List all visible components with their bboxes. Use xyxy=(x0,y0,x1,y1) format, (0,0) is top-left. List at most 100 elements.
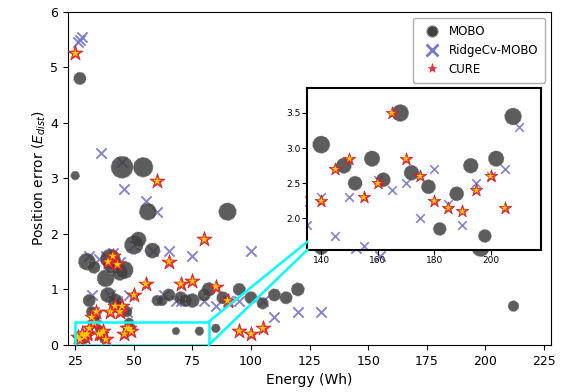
Point xyxy=(211,283,220,290)
RidgeCv-MOBO xyxy=(328,236,337,243)
Point xyxy=(373,180,382,186)
MOBO xyxy=(139,164,148,171)
Point xyxy=(235,328,244,334)
Point xyxy=(317,142,326,148)
CURE xyxy=(73,334,82,340)
Point xyxy=(317,198,326,204)
MOBO xyxy=(164,292,173,298)
Point xyxy=(113,261,122,268)
Point xyxy=(153,178,162,184)
MOBO xyxy=(392,200,401,207)
Point xyxy=(124,325,133,332)
Point xyxy=(345,156,354,162)
MOBO xyxy=(122,309,131,315)
Point xyxy=(492,156,501,162)
CURE xyxy=(492,222,502,229)
CURE xyxy=(164,259,173,265)
Point xyxy=(486,173,495,180)
MOBO xyxy=(465,189,474,195)
Point xyxy=(492,222,502,229)
RidgeCv-MOBO xyxy=(223,298,232,304)
RidgeCv-MOBO xyxy=(73,39,82,45)
CURE xyxy=(92,309,101,315)
CURE xyxy=(387,203,396,209)
CURE xyxy=(153,178,162,184)
MOBO xyxy=(148,247,157,254)
Point xyxy=(76,336,85,343)
MOBO xyxy=(120,267,129,273)
MOBO xyxy=(111,298,120,304)
RidgeCv-MOBO xyxy=(481,198,490,204)
MOBO xyxy=(293,286,302,292)
Point xyxy=(486,173,495,180)
MOBO xyxy=(134,236,143,243)
Point xyxy=(375,214,385,220)
Point xyxy=(469,209,478,215)
Point xyxy=(359,194,368,200)
Point xyxy=(92,309,101,315)
RidgeCv-MOBO xyxy=(340,214,349,220)
Point xyxy=(70,50,80,56)
Point xyxy=(97,331,106,337)
Point xyxy=(500,205,509,211)
RidgeCv-MOBO xyxy=(469,203,478,209)
RidgeCv-MOBO xyxy=(247,247,256,254)
MOBO xyxy=(340,172,349,179)
CURE xyxy=(99,328,108,334)
CURE xyxy=(141,281,150,287)
Point xyxy=(164,259,173,265)
CURE xyxy=(127,328,136,334)
Point xyxy=(108,253,117,259)
RidgeCv-MOBO xyxy=(87,292,96,298)
MOBO xyxy=(247,295,256,301)
Point xyxy=(402,156,411,162)
Point xyxy=(223,298,232,304)
MOBO xyxy=(204,286,214,292)
MOBO xyxy=(106,256,115,262)
RidgeCv-MOBO xyxy=(199,298,208,304)
Point xyxy=(481,198,490,204)
CURE xyxy=(122,325,131,332)
Point xyxy=(486,173,495,180)
RidgeCv-MOBO xyxy=(235,298,244,304)
Point xyxy=(481,233,490,239)
CURE xyxy=(247,331,256,337)
Point xyxy=(402,180,411,186)
Point xyxy=(339,163,348,169)
CURE xyxy=(223,298,232,304)
CURE xyxy=(115,309,124,315)
MOBO xyxy=(97,331,106,337)
CURE xyxy=(446,222,455,229)
MOBO xyxy=(199,292,208,298)
Point xyxy=(379,177,388,183)
CURE xyxy=(375,214,385,220)
Point xyxy=(345,194,354,200)
Point xyxy=(352,192,361,198)
MOBO xyxy=(89,264,98,270)
Point xyxy=(446,222,455,229)
RidgeCv-MOBO xyxy=(211,303,220,309)
Point xyxy=(258,325,267,332)
Point xyxy=(188,278,197,284)
Point xyxy=(130,292,139,298)
Point xyxy=(176,281,185,287)
MOBO xyxy=(223,209,232,215)
MOBO xyxy=(118,164,127,171)
CURE xyxy=(82,331,91,337)
Point xyxy=(500,166,509,172)
RidgeCv-MOBO xyxy=(82,331,91,337)
MOBO xyxy=(509,303,518,309)
CURE xyxy=(78,331,87,337)
CURE xyxy=(87,314,96,320)
CURE xyxy=(85,325,94,332)
CURE xyxy=(113,261,122,268)
MOBO xyxy=(406,147,415,154)
RidgeCv-MOBO xyxy=(141,198,150,204)
CURE xyxy=(469,209,478,215)
Point xyxy=(466,163,475,169)
MOBO xyxy=(76,75,85,82)
MOBO xyxy=(270,292,279,298)
Point xyxy=(359,243,368,250)
Point xyxy=(508,113,517,120)
Point xyxy=(89,319,98,326)
